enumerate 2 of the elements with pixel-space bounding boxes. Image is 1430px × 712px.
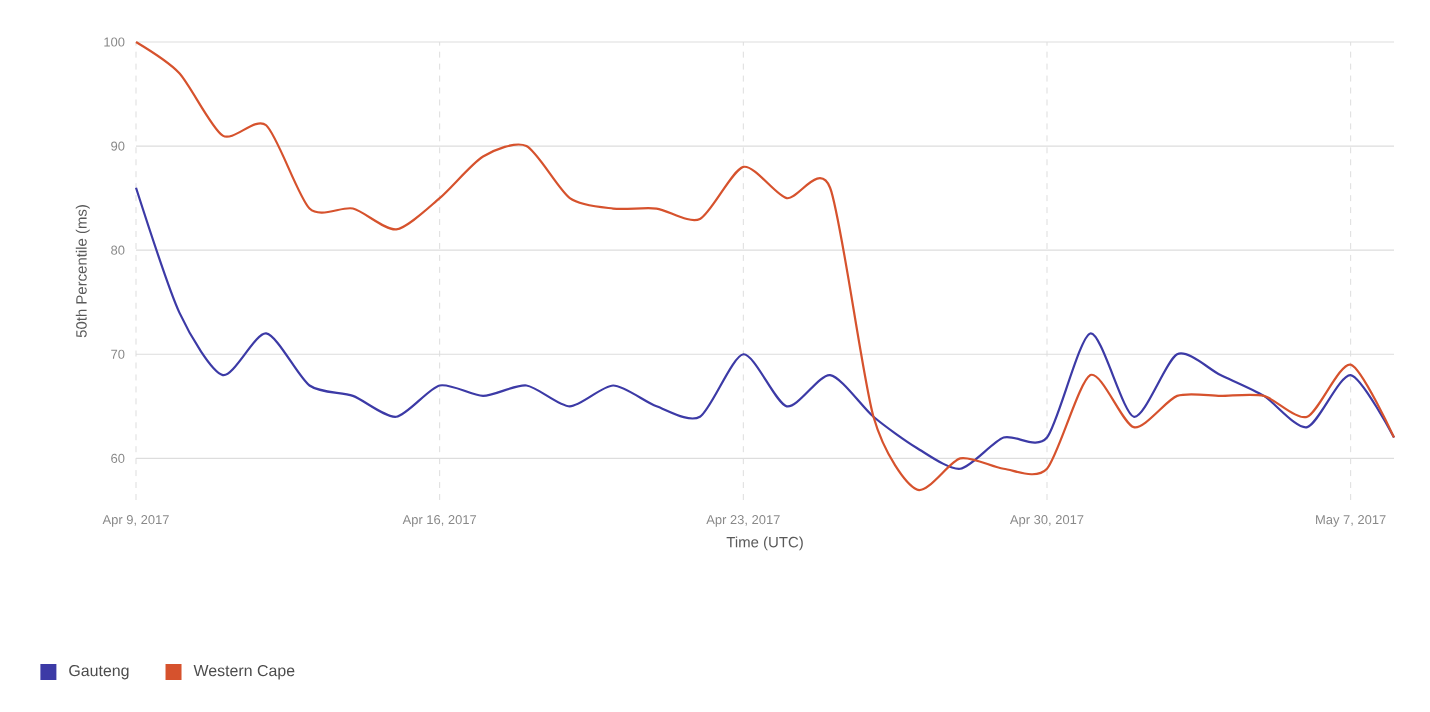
line-series bbox=[134, 186, 1396, 470]
line-series bbox=[134, 40, 1396, 491]
